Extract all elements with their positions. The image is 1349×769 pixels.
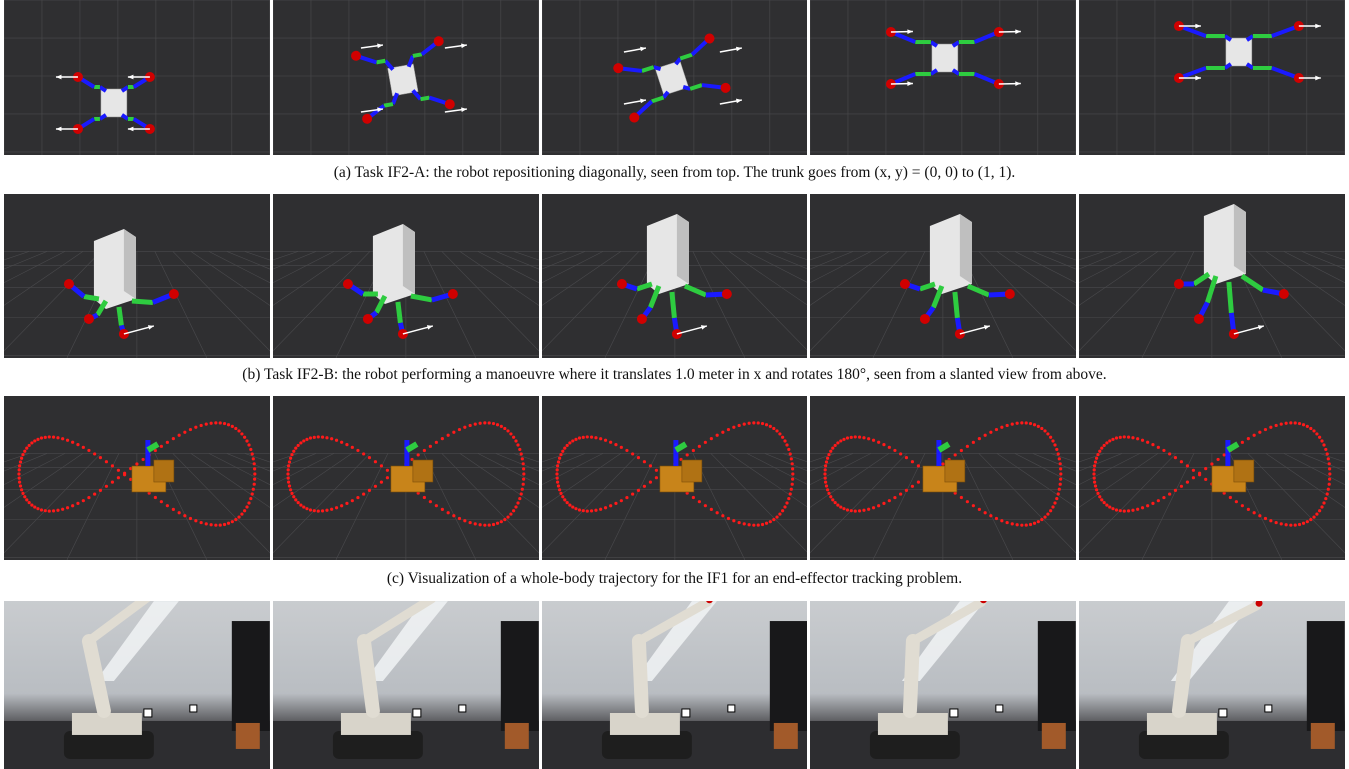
quadruped-top-view-icon xyxy=(810,0,1077,155)
quadruped-slanted-view-icon xyxy=(810,214,1077,358)
quadruped-slanted-view-icon xyxy=(541,214,808,358)
figure-eight-trajectory-icon xyxy=(4,421,270,560)
frame-d-3 xyxy=(541,601,808,769)
frame-c-5 xyxy=(1079,396,1345,560)
robot-arm-photo-icon xyxy=(1079,601,1345,769)
quadruped-slanted-view-icon xyxy=(272,224,539,358)
figure-eight-trajectory-icon xyxy=(541,421,808,560)
frame-c-2 xyxy=(272,396,539,560)
quadruped-slanted-view-icon xyxy=(4,229,270,358)
figure-row-c xyxy=(4,396,1345,560)
frame-d-2 xyxy=(272,601,539,769)
figure-row-d xyxy=(4,601,1345,769)
frame-d-4 xyxy=(810,601,1077,769)
frame-a-4 xyxy=(810,0,1077,155)
frame-c-3 xyxy=(541,396,808,560)
quadruped-slanted-view-icon xyxy=(1079,204,1345,358)
quadruped-top-view-icon xyxy=(541,0,808,155)
robot-arm-photo-icon xyxy=(4,601,270,769)
quadruped-top-view-icon xyxy=(4,0,270,155)
frame-b-4 xyxy=(810,194,1077,358)
figure-eight-trajectory-icon xyxy=(272,421,539,560)
caption-c: (c) Visualization of a whole-body trajec… xyxy=(386,570,963,587)
frame-b-3 xyxy=(541,194,808,358)
frame-d-1 xyxy=(4,601,270,769)
caption-b: (b) Task IF2-B: the robot performing a m… xyxy=(242,366,1107,383)
figure-row-b xyxy=(4,194,1345,358)
frame-a-3 xyxy=(541,0,808,155)
frame-c-1 xyxy=(4,396,270,560)
caption-a: (a) Task IF2-A: the robot repositioning … xyxy=(333,164,1016,181)
robot-arm-photo-icon xyxy=(810,601,1077,769)
robot-arm-photo-icon xyxy=(272,601,539,769)
frame-b-1 xyxy=(4,194,270,358)
quadruped-top-view-icon xyxy=(1079,0,1345,155)
frame-a-2 xyxy=(272,0,539,155)
figure-eight-trajectory-icon xyxy=(1079,421,1345,560)
frame-c-4 xyxy=(810,396,1077,560)
figure-row-a xyxy=(4,0,1345,155)
quadruped-top-view-icon xyxy=(272,0,539,155)
frame-a-1 xyxy=(4,0,270,155)
frame-d-5 xyxy=(1079,601,1345,769)
frame-b-2 xyxy=(272,194,539,358)
frame-a-5 xyxy=(1079,0,1345,155)
frame-b-5 xyxy=(1079,194,1345,358)
robot-arm-photo-icon xyxy=(541,601,808,769)
figure-eight-trajectory-icon xyxy=(810,421,1077,560)
